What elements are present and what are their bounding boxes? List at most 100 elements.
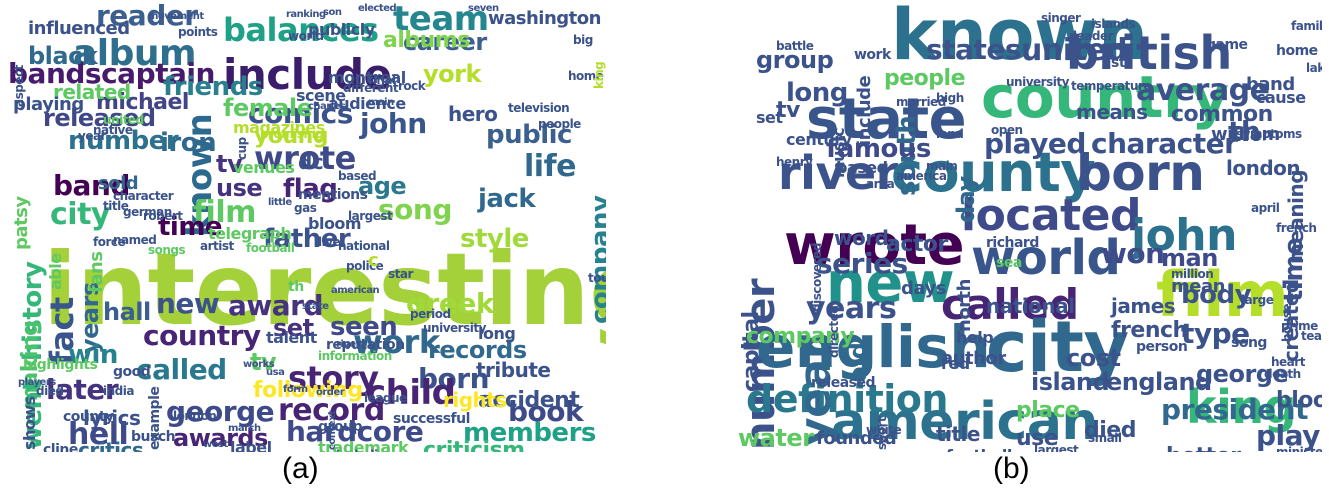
cloud-a-word: public — [486, 120, 572, 150]
cloud-b-word: house — [1280, 303, 1294, 342]
cloud-b-word: american — [831, 392, 1098, 452]
cloud-b-word: person — [1136, 339, 1188, 355]
cloud-b-word: home — [1276, 43, 1318, 59]
caption-b: (b) — [993, 452, 1030, 485]
cloud-b-word: born — [1076, 144, 1205, 202]
cloud-b-word: london — [1226, 156, 1301, 180]
cloud-a-word: character — [113, 189, 174, 203]
cloud-b-word: british — [1066, 26, 1232, 80]
cloud-a-word: able — [46, 253, 65, 291]
cloud-a-word: comics — [248, 97, 353, 130]
cloud-b-word: large — [1241, 293, 1274, 307]
cloud-b-word: sea — [996, 255, 1022, 271]
cloud-a-word: rights — [443, 388, 507, 412]
cloud-a-word: context — [327, 410, 338, 450]
cloud-a-word: label — [230, 438, 272, 453]
cloud-b-word: common — [1171, 102, 1273, 127]
cloud-a-word: died — [36, 384, 64, 398]
cloud-b-word: north — [954, 279, 975, 332]
cloud-b-word: definition — [746, 377, 948, 421]
cloud-b-word: john — [1131, 210, 1237, 261]
cloud-a-word: main — [368, 97, 394, 108]
cloud-b-word: land — [936, 127, 964, 141]
cloud-a-word: washington — [488, 8, 601, 29]
cloud-b-word: long — [786, 78, 848, 108]
caption-a: (a) — [282, 452, 319, 485]
cloud-b-word: river — [778, 146, 898, 200]
cloud-a-word: work — [353, 323, 440, 361]
cloud-b-word: islands — [1091, 17, 1136, 31]
cloud-a-word: dc — [298, 150, 324, 174]
cloud-a-word: points — [178, 25, 218, 39]
cloud-a-word: film — [193, 195, 256, 230]
cloud-a-word: set — [273, 314, 314, 342]
cloud-a-word: patsy — [11, 196, 32, 250]
cloud-a-word: lyrics — [83, 406, 141, 430]
cloud-b-word: island — [1031, 368, 1110, 396]
cloud-b-word: red — [941, 354, 970, 373]
cloud-a-word: football — [246, 241, 295, 255]
cloud-a-word: following — [253, 378, 363, 403]
cloud-a-word: little — [268, 197, 292, 208]
cloud-b-word: day — [952, 176, 980, 224]
cloud-a-word: gas — [294, 201, 317, 215]
cloud-b-word: william — [1211, 124, 1280, 145]
cloud-a-word: album — [73, 33, 197, 74]
cloud-a-word: rock — [398, 79, 426, 93]
cloud-a-word: live — [318, 235, 341, 249]
cloud-b-word: help — [956, 328, 994, 347]
cloud-a-word: playing — [13, 94, 84, 115]
cloud-a-word: national — [338, 239, 390, 253]
cloud-a-word: players — [18, 377, 56, 388]
cloud-a-word: long — [478, 324, 516, 343]
cloud-a-word: c — [368, 250, 379, 271]
cloud-a-word: influenced — [28, 18, 130, 39]
cloud-b-word: cause — [1256, 88, 1306, 107]
cloud-a-word: united — [103, 113, 144, 127]
cloud-b-word: blood — [1276, 388, 1322, 413]
cloud-b-word: largest — [1034, 443, 1079, 452]
cloud-a-word: aspect — [12, 65, 26, 108]
cloud-b-word: days — [901, 278, 946, 299]
cloud-a-word: life — [524, 149, 576, 184]
cloud-b-word: heart — [1271, 355, 1305, 369]
cloud-b-word: state — [806, 87, 967, 152]
cloud-b-word: lake — [1306, 61, 1322, 75]
cloud-a-word: albums — [383, 28, 470, 53]
cloud-a-word: form — [283, 384, 308, 395]
cloud-a-word: records — [428, 336, 527, 364]
cloud-b-word: high — [936, 91, 964, 105]
cloud-a-word: bandscaptain — [8, 57, 215, 90]
cloud-a-word: county — [63, 409, 114, 425]
cloud-a-word: including — [336, 449, 394, 452]
cloud-b-word: series — [816, 247, 908, 280]
cloud-b-word: known — [891, 0, 1148, 76]
cloud-b-word: called — [941, 280, 1079, 329]
cloud-a-word: state — [302, 301, 329, 312]
cloud-a-word: tv — [216, 150, 243, 178]
cloud-b-word: united — [1021, 33, 1128, 68]
cloud-a-word: hell — [68, 417, 129, 452]
cloud-b-word: founded — [816, 428, 897, 449]
cloud-a-word: star — [388, 267, 413, 281]
cloud-b-word: died — [1084, 418, 1136, 443]
cloud-a-word: jack — [478, 184, 536, 214]
cloud-a-word: successful — [393, 411, 470, 427]
cloud-a-word: television — [508, 101, 570, 115]
cloud-a-word: movement — [148, 11, 204, 22]
cloud-b-word: henry — [776, 155, 813, 169]
cloud-b-word: famous — [826, 134, 931, 164]
cloud-a-word: story — [288, 359, 379, 397]
cloud-a-word: seven — [468, 3, 499, 14]
cloud-b-word: century — [786, 130, 852, 149]
cloud-a-word: related — [53, 80, 131, 104]
cloud-a-word: audience — [328, 94, 406, 113]
cloud-a-word: york — [423, 60, 481, 88]
cloud-b-word: team — [1301, 329, 1322, 343]
cloud-a-word: sold — [98, 173, 139, 194]
cloud-a-word: highlights — [23, 357, 98, 373]
cloud-a-word: award — [228, 289, 324, 322]
cloud-a-word: son — [323, 7, 342, 18]
cloud-a-word: usa — [266, 367, 285, 378]
cloud-a-word: father — [263, 224, 351, 254]
